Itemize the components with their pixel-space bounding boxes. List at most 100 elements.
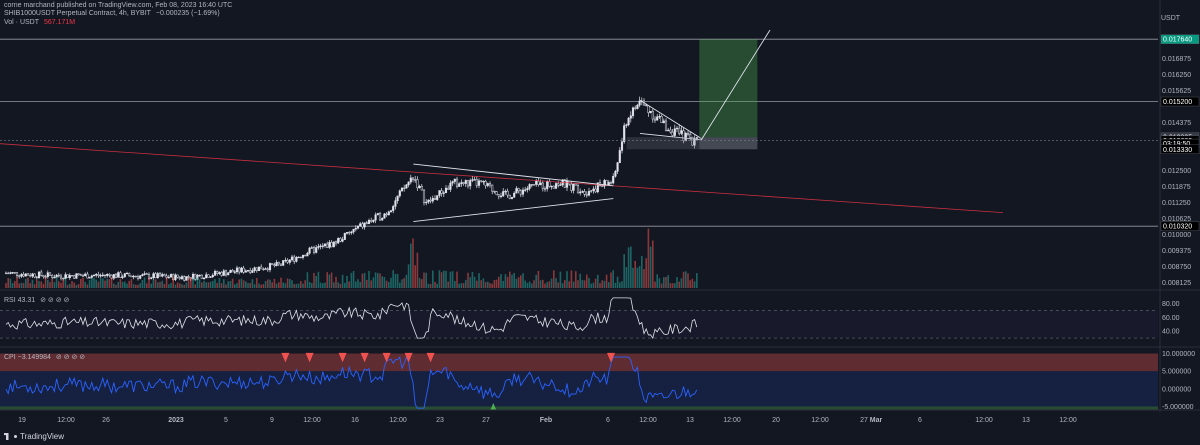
cpi-line[interactable] bbox=[5, 355, 698, 409]
candle-body bbox=[77, 273, 80, 275]
volume-bar bbox=[533, 280, 535, 288]
volume-bar bbox=[621, 281, 623, 288]
volume-bar bbox=[654, 281, 656, 288]
candle-body bbox=[394, 200, 397, 207]
price-badge-label: 0.013330 bbox=[1163, 147, 1192, 154]
volume-bar bbox=[295, 283, 298, 288]
candle-body bbox=[486, 183, 489, 186]
volume-bar bbox=[559, 271, 562, 288]
candle-body bbox=[385, 213, 388, 216]
volume-bar bbox=[368, 271, 370, 288]
candle-body bbox=[508, 194, 511, 199]
symbol-name[interactable]: SHIB1000USDT Perpetual Contract, 4h, BYB… bbox=[4, 10, 151, 17]
volume-bar bbox=[328, 274, 331, 288]
time-tick-label: Feb bbox=[540, 417, 552, 424]
volume-bar bbox=[214, 279, 216, 288]
price-badge[interactable] bbox=[1160, 96, 1200, 107]
candle-body bbox=[112, 274, 115, 279]
candle-body bbox=[323, 243, 327, 247]
candle-body bbox=[308, 247, 311, 254]
tradingview-logo[interactable]: TradingView bbox=[4, 432, 64, 441]
candle-body bbox=[95, 274, 98, 276]
candle-body bbox=[381, 218, 384, 221]
candle-body bbox=[345, 232, 349, 234]
volume-bar bbox=[348, 281, 350, 288]
time-tick-label: 12:00 bbox=[811, 417, 829, 424]
candle-body bbox=[484, 180, 487, 186]
volume-bar bbox=[326, 272, 328, 288]
volume-bar bbox=[223, 279, 225, 288]
candle-body bbox=[161, 274, 164, 277]
stop-zone[interactable] bbox=[699, 137, 758, 150]
candle-body bbox=[163, 274, 166, 277]
candle-body bbox=[317, 246, 320, 248]
volume-bar bbox=[126, 283, 128, 288]
price-badge[interactable] bbox=[1160, 144, 1200, 154]
cpi-label[interactable]: CPI −3.149984 bbox=[4, 354, 51, 361]
descending-trendline[interactable] bbox=[0, 143, 1004, 214]
volume-bar bbox=[528, 281, 531, 288]
volume-bar bbox=[665, 276, 667, 288]
candle-body bbox=[447, 187, 450, 190]
price-badge[interactable] bbox=[1160, 221, 1200, 231]
volume-bar bbox=[502, 280, 504, 288]
volume-bar bbox=[390, 277, 392, 288]
volume-bar bbox=[95, 279, 97, 288]
candle-body bbox=[383, 213, 386, 219]
time-tick-label: 2023 bbox=[168, 417, 184, 424]
volume-bar bbox=[403, 278, 405, 288]
target-zone[interactable] bbox=[699, 39, 758, 138]
volume-bar bbox=[280, 277, 282, 288]
volume-bar bbox=[513, 272, 515, 288]
candle-body bbox=[449, 182, 452, 190]
candle-body bbox=[70, 275, 74, 277]
wedge-lower-line[interactable] bbox=[639, 133, 702, 141]
candle-body bbox=[557, 183, 560, 186]
candle-body bbox=[86, 273, 89, 279]
rsi-pane[interactable] bbox=[0, 297, 1158, 340]
triangle-upper-line[interactable] bbox=[413, 163, 614, 187]
rsi-line[interactable] bbox=[5, 297, 698, 340]
candle-body bbox=[645, 104, 648, 107]
wedge-upper-line[interactable] bbox=[639, 99, 702, 139]
volume-bar bbox=[150, 283, 152, 288]
candle-body bbox=[524, 189, 527, 191]
price-pane[interactable] bbox=[0, 29, 1158, 282]
rsi-label[interactable]: RSI 43.31 bbox=[4, 297, 36, 304]
cpi-pane[interactable] bbox=[0, 352, 1158, 410]
candle-body bbox=[260, 266, 263, 270]
candle-body bbox=[198, 274, 201, 277]
projection-line[interactable] bbox=[700, 29, 771, 141]
volume-bar bbox=[187, 278, 190, 288]
triangle-lower-line[interactable] bbox=[413, 198, 614, 223]
candle-body bbox=[337, 238, 340, 244]
volume-bar bbox=[216, 282, 218, 288]
volume-bar bbox=[643, 268, 645, 288]
cpi-sell-signal-marker bbox=[281, 352, 290, 363]
price-badge[interactable] bbox=[1160, 34, 1200, 44]
volume-bar bbox=[608, 282, 610, 288]
candle-body bbox=[273, 264, 276, 267]
volume-bar bbox=[20, 282, 23, 288]
candle-body bbox=[603, 180, 606, 187]
rsi-legend: RSI 43.31 ⊘ ⊘ ⊘ ⊘ bbox=[4, 296, 72, 304]
rsi-settings-dots[interactable]: ⊘ ⊘ ⊘ ⊘ bbox=[40, 297, 70, 304]
candle-body bbox=[543, 188, 547, 190]
volume-bar bbox=[5, 283, 7, 288]
candle-body bbox=[671, 131, 674, 136]
candle-body bbox=[636, 104, 639, 109]
volume-bar bbox=[183, 284, 185, 288]
cpi-settings-dots[interactable]: ⊘ ⊘ ⊘ ⊘ bbox=[55, 354, 86, 361]
volume-label[interactable]: Vol · USDT bbox=[4, 19, 40, 26]
candle-body bbox=[609, 182, 613, 184]
volume-bar bbox=[581, 279, 584, 288]
candle-body bbox=[53, 276, 56, 279]
volume-bar bbox=[306, 272, 309, 288]
volume-bar bbox=[256, 278, 258, 288]
candle-body bbox=[539, 182, 542, 185]
candle-body bbox=[11, 272, 14, 274]
candle-body bbox=[471, 179, 474, 181]
cpi-mid-band bbox=[0, 371, 1158, 407]
candle-body bbox=[526, 188, 529, 190]
